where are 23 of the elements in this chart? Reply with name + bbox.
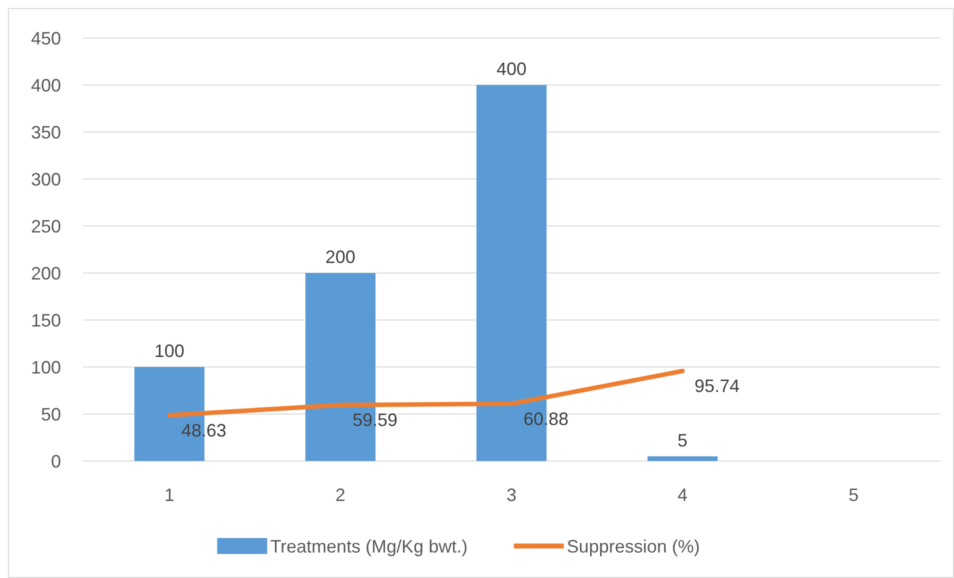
x-tick-label: 5 [848, 485, 859, 505]
x-tick-label: 4 [678, 485, 688, 505]
y-tick-label: 250 [30, 216, 61, 236]
y-tick-label: 0 [50, 451, 61, 472]
x-tick-label: 1 [164, 485, 174, 505]
legend-label: Suppression (%) [566, 536, 700, 556]
y-tick-label: 50 [40, 404, 61, 424]
legend-label: Treatments (Mg/Kg bwt.) [270, 536, 468, 556]
bar [647, 456, 718, 461]
y-tick-label: 200 [30, 263, 61, 284]
data-label: 100 [154, 341, 184, 361]
data-label: 5 [678, 430, 688, 450]
y-tick-label: 450 [30, 28, 61, 48]
y-tick-label: 350 [30, 122, 61, 142]
x-tick-label: 3 [506, 485, 517, 505]
x-tick-label: 2 [335, 485, 346, 505]
y-tick-label: 100 [30, 357, 61, 378]
data-label: 200 [325, 247, 356, 267]
data-label: 400 [496, 59, 527, 79]
y-tick-label: 150 [30, 310, 61, 330]
y-tick-label: 400 [30, 75, 61, 96]
y-tick-label: 300 [30, 169, 61, 190]
data-label: 95.74 [694, 376, 740, 396]
